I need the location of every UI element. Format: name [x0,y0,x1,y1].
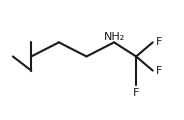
Text: NH₂: NH₂ [103,32,125,42]
Text: F: F [155,66,162,76]
Text: F: F [155,37,162,47]
Text: F: F [133,87,139,98]
